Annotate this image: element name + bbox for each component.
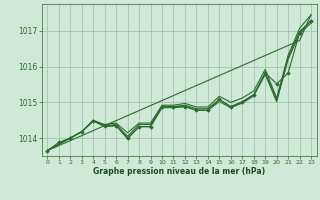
- X-axis label: Graphe pression niveau de la mer (hPa): Graphe pression niveau de la mer (hPa): [93, 167, 265, 176]
